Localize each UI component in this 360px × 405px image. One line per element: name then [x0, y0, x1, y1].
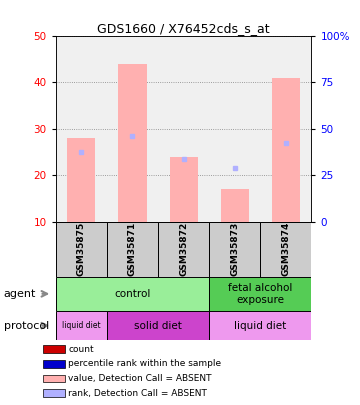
Text: rank, Detection Call = ABSENT: rank, Detection Call = ABSENT	[68, 389, 207, 398]
Bar	[118, 64, 147, 222]
Text: value, Detection Call = ABSENT: value, Detection Call = ABSENT	[68, 374, 212, 383]
Bar	[221, 189, 249, 222]
Text: GDS1660 / X76452cds_s_at: GDS1660 / X76452cds_s_at	[97, 22, 270, 35]
Bar	[43, 345, 64, 353]
Text: GSM35871: GSM35871	[128, 222, 137, 276]
Text: agent: agent	[4, 289, 36, 299]
Text: GSM35873: GSM35873	[230, 222, 239, 276]
Bar	[170, 157, 198, 222]
Bar	[43, 375, 64, 382]
Bar	[43, 390, 64, 397]
Bar	[209, 222, 260, 277]
Bar	[260, 222, 311, 277]
Text: control: control	[114, 289, 151, 299]
Text: count: count	[68, 345, 94, 354]
Bar	[209, 277, 311, 311]
Text: GSM35874: GSM35874	[282, 222, 290, 277]
Text: fetal alcohol
exposure: fetal alcohol exposure	[228, 283, 292, 305]
Bar	[107, 222, 158, 277]
Bar	[272, 78, 300, 222]
Bar	[158, 222, 209, 277]
Bar	[43, 360, 64, 368]
Bar	[67, 138, 95, 222]
Text: solid diet: solid diet	[134, 321, 182, 330]
Text: liquid diet: liquid diet	[62, 321, 101, 330]
Text: GSM35872: GSM35872	[179, 222, 188, 276]
Bar	[209, 311, 311, 340]
Bar	[107, 311, 209, 340]
Bar	[56, 222, 107, 277]
Text: percentile rank within the sample: percentile rank within the sample	[68, 360, 221, 369]
Text: protocol: protocol	[4, 321, 49, 330]
Bar	[56, 311, 107, 340]
Text: liquid diet: liquid diet	[234, 321, 287, 330]
Text: GSM35875: GSM35875	[77, 222, 86, 276]
Bar	[56, 277, 209, 311]
